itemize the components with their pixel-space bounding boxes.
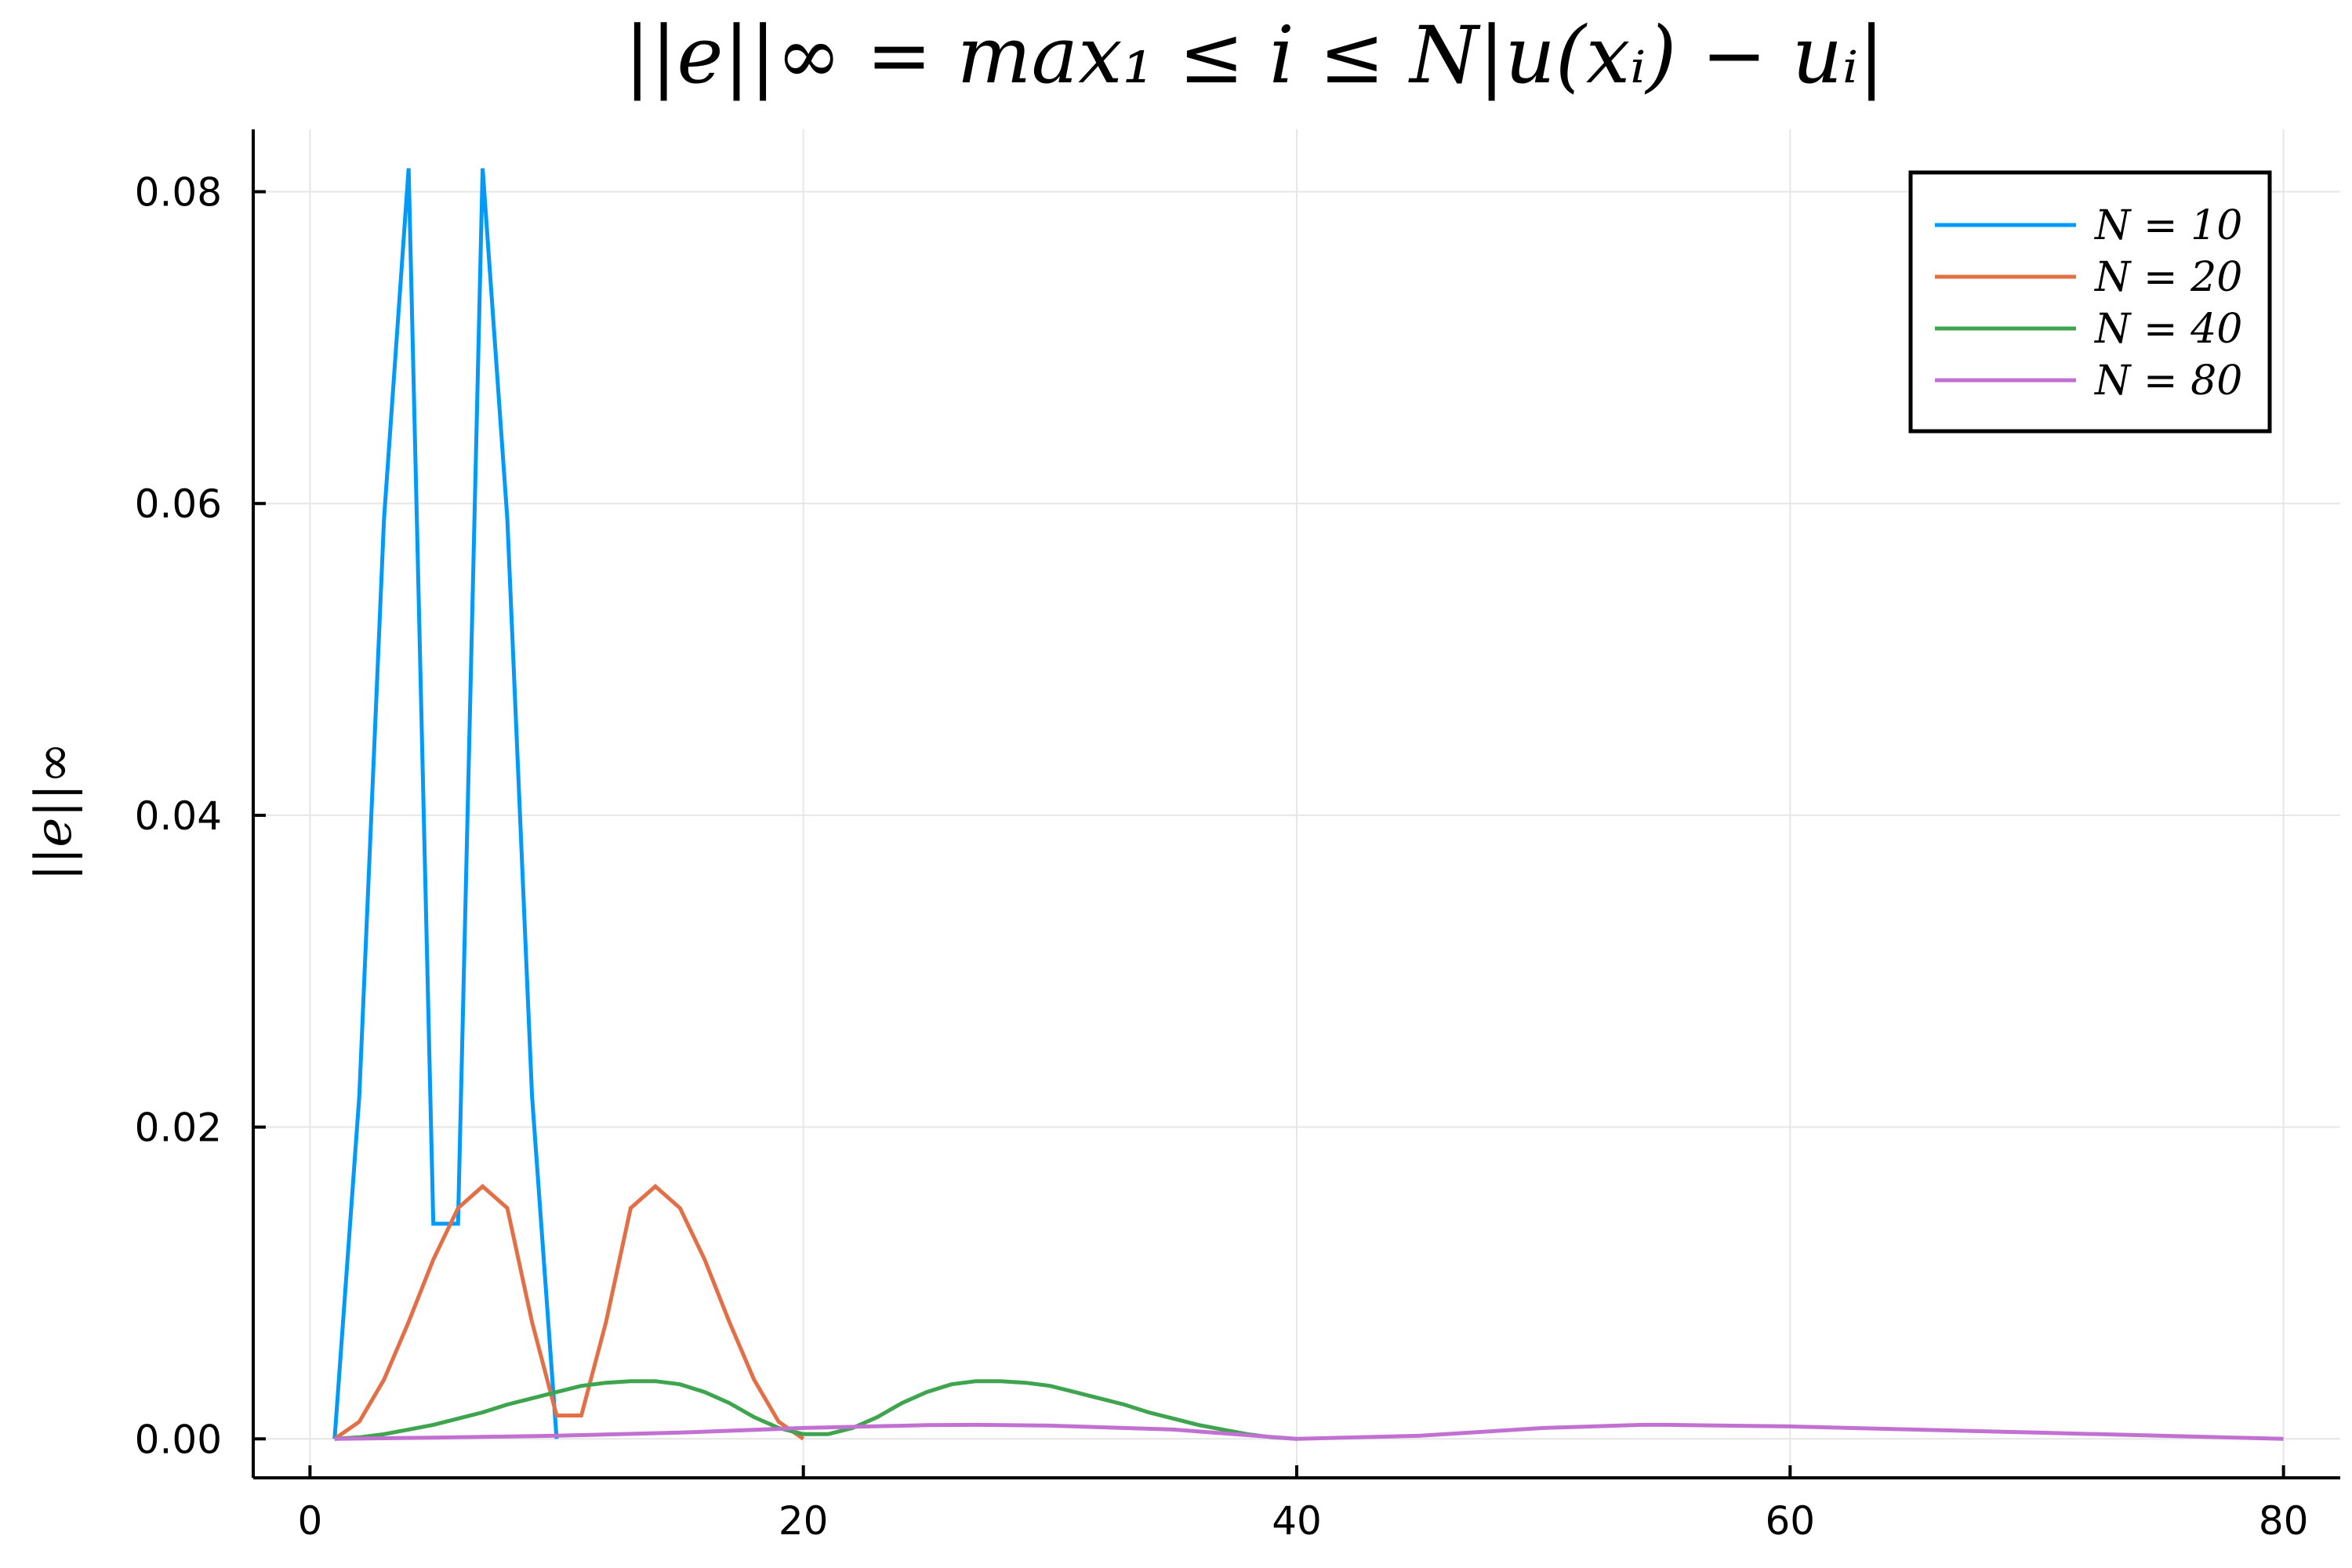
series-line-n-80 <box>334 1422 2284 1441</box>
legend-label: N = 20 <box>2093 254 2242 301</box>
legend-label: N = 80 <box>2093 358 2242 405</box>
x-tick-label: 20 <box>779 1498 829 1544</box>
y-tick-label: 0.04 <box>135 793 222 839</box>
legend-label: N = 10 <box>2093 202 2242 249</box>
axes <box>252 129 2340 1479</box>
y-axis-label: ||e||∞ <box>25 742 83 880</box>
y-tick-label: 0.00 <box>135 1417 222 1462</box>
x-tick-label: 60 <box>1766 1498 1816 1544</box>
series-lines <box>332 168 2284 1441</box>
series-line-n-10 <box>332 168 559 1439</box>
y-tick-label: 0.08 <box>135 170 222 216</box>
legend-label: N = 40 <box>2093 306 2242 353</box>
chart-title: ||e||∞ = max₁ ≤ i ≤ N|u(xᵢ) − uᵢ| <box>624 9 1885 101</box>
y-tick-label: 0.06 <box>135 481 222 527</box>
x-tick-label: 40 <box>1272 1498 1322 1544</box>
legend: N = 10 N = 20 N = 40 N = 80 <box>1908 170 2272 434</box>
series-line-n-40 <box>334 1379 1298 1441</box>
series-line-n-20 <box>333 1183 805 1441</box>
x-tick-label: 0 <box>297 1498 322 1544</box>
y-tick-label: 0.02 <box>135 1105 222 1151</box>
tick-labels: 0 20 40 60 80 0.00 0.02 0.04 0.06 0.08 <box>135 170 2309 1544</box>
legend-box <box>1908 170 2272 434</box>
x-tick-label: 80 <box>2259 1498 2309 1544</box>
